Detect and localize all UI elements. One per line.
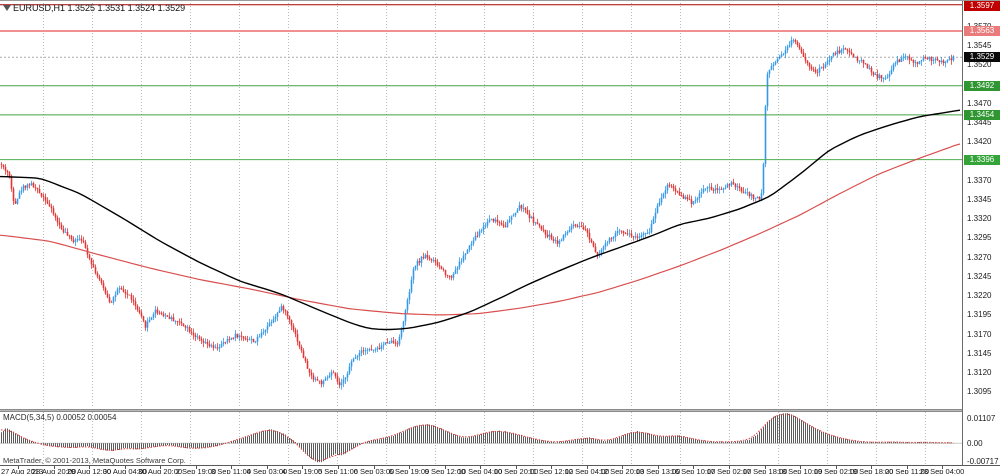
time-label: 10 Sep 04:00 [457, 467, 503, 474]
copyright-text: MetaTrader, © 2001-2013, MetaQuotes Soft… [3, 456, 186, 465]
price-tick-label: 1.3145 [967, 349, 992, 358]
main-price-pane[interactable] [0, 1, 962, 409]
price-tick-label: 1.3345 [967, 195, 992, 204]
price-badge: 1.3454 [964, 110, 1000, 120]
time-label: 17 Sep 18:00 [742, 467, 788, 474]
price-tick-label: 1.3120 [967, 368, 992, 377]
time-tick [587, 466, 588, 469]
price-tick-label: 1.3445 [967, 118, 992, 127]
price-badge: 1.3563 [964, 26, 1000, 36]
time-tick [409, 466, 410, 469]
time-label: 17 Sep 02:00 [706, 467, 752, 474]
price-tick-label: 1.3470 [967, 99, 992, 108]
time-tick [836, 466, 837, 469]
time-tick [445, 466, 446, 469]
price-badge: 1.3597 [964, 1, 1000, 11]
time-tick [267, 466, 268, 469]
macd-axis-label: 0.01107 [967, 414, 996, 423]
price-tick-label: 1.3270 [967, 253, 992, 262]
time-tick [942, 466, 943, 469]
time-tick [338, 466, 339, 469]
macd-indicator-pane[interactable] [0, 412, 962, 465]
time-axis[interactable]: 27 Aug 2013 28 Aug 20:00 29 Aug 12:00 30 Au… [0, 465, 1000, 474]
time-label: 10 Sep 20:00 [493, 467, 539, 474]
macd-values: 0.00052 0.00054 [56, 413, 117, 422]
price-badge: 1.3529 [964, 52, 1000, 62]
time-tick [89, 466, 90, 469]
time-tick [765, 466, 766, 469]
time-label: 30 Aug 20:00 [137, 467, 183, 474]
price-badge: 1.3396 [964, 155, 1000, 165]
time-tick [622, 466, 623, 469]
time-tick [516, 466, 517, 469]
price-axis[interactable]: 1.35701.35451.35201.34701.34451.34201.33… [962, 1, 1000, 466]
time-label: 19 Sep 18:00 [848, 467, 894, 474]
time-tick [480, 466, 481, 469]
time-label: 4 Sep 19:00 [281, 467, 323, 474]
price-tick-label: 1.3320 [967, 214, 992, 223]
macd-axis-label: -0.00717 [967, 457, 999, 466]
time-tick [800, 466, 801, 469]
time-label: 11 Sep 12:00 [528, 467, 574, 474]
time-tick [907, 466, 908, 469]
price-badge: 1.3492 [964, 81, 1000, 91]
price-tick-label: 1.3195 [967, 310, 992, 319]
chart-symbol-period: EURUSD,H1 [13, 3, 66, 13]
time-tick [196, 466, 197, 469]
time-label: 12 Sep 04:00 [564, 467, 610, 474]
price-tick-label: 1.3520 [967, 60, 992, 69]
time-tick [302, 466, 303, 469]
time-tick [658, 466, 659, 469]
price-tick-label: 1.3220 [967, 291, 992, 300]
chart-title: EURUSD,H1 1.3525 1.3531 1.3524 1.3529 [13, 3, 185, 13]
time-tick [374, 466, 375, 469]
time-tick [871, 466, 872, 469]
time-label: 16 Sep 10:00 [670, 467, 716, 474]
time-tick [551, 466, 552, 469]
quick-trade-arrow-icon[interactable] [3, 5, 11, 11]
price-tick-label: 1.3170 [967, 330, 992, 339]
time-label: 18 Sep 10:00 [777, 467, 823, 474]
time-label: 20 Sep 11:00 [884, 467, 930, 474]
time-label: 27 Aug 2013 [1, 467, 44, 474]
time-label: 28 Aug 20:00 [31, 467, 77, 474]
time-label: 29 Aug 12:00 [66, 467, 112, 474]
price-tick-label: 1.3095 [967, 387, 992, 396]
time-label: 6 Sep 19:00 [388, 467, 430, 474]
time-label: 19 Sep 02:00 [813, 467, 859, 474]
time-tick [231, 466, 232, 469]
time-tick [729, 466, 730, 469]
time-tick [160, 466, 161, 469]
macd-name: MACD(5,34,5) [3, 413, 55, 422]
time-tick [54, 466, 55, 469]
time-label: 3 Sep 11:00 [211, 467, 251, 474]
time-tick [693, 466, 694, 469]
price-tick-label: 1.3545 [967, 41, 992, 50]
time-label: 5 Sep 11:00 [318, 467, 358, 474]
time-label: 12 Sep 20:00 [599, 467, 645, 474]
time-label: 13 Sep 13:00 [635, 467, 681, 474]
price-tick-label: 1.3245 [967, 272, 992, 281]
chart-ohlc-values: 1.3525 1.3531 1.3524 1.3529 [67, 3, 186, 13]
price-tick-label: 1.3420 [967, 137, 992, 146]
price-tick-label: 1.3295 [967, 233, 992, 242]
time-label: 2 Sep 19:00 [175, 467, 217, 474]
time-label: 6 Sep 03:00 [353, 467, 395, 474]
macd-axis-label: 0.00 [967, 439, 983, 448]
time-label: 4 Sep 03:00 [246, 467, 288, 474]
time-label: 23 Sep 04:00 [919, 467, 965, 474]
pane-separator[interactable] [0, 409, 1000, 412]
time-tick [18, 466, 19, 469]
time-tick [125, 466, 126, 469]
time-label: 30 Aug 04:00 [102, 467, 148, 474]
time-label: 9 Sep 12:00 [424, 467, 466, 474]
macd-indicator-label: MACD(5,34,5) 0.00052 0.00054 [3, 413, 116, 422]
price-tick-label: 1.3370 [967, 176, 992, 185]
